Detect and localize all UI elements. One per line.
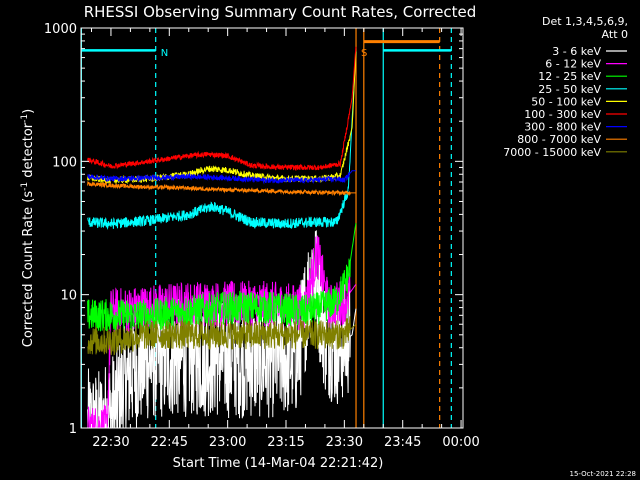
series-layer <box>87 46 357 428</box>
legend-entry-label: 800 - 7000 keV <box>517 133 601 146</box>
footer-timestamp: 15-Oct-2021 22:28 <box>570 470 636 478</box>
legend-entry-label: 50 - 100 keV <box>531 95 601 108</box>
x-tick-label: 22:45 <box>151 435 188 450</box>
legend-entry-label: 25 - 50 keV <box>538 83 601 96</box>
annotation-s: S <box>361 48 367 59</box>
plot-frame <box>80 27 464 429</box>
series-line-8 <box>87 316 357 356</box>
x-axis-label: Start Time (14-Mar-04 22:21:42) <box>173 456 384 471</box>
y-tick-label: 100 <box>52 155 77 170</box>
series-line-6 <box>87 170 356 185</box>
y-axis-label: Corrected Count Rate (s-1 detector-1) <box>20 109 36 347</box>
series-line-7 <box>87 180 356 197</box>
legend-entry-label: 100 - 300 keV <box>524 108 601 121</box>
y-axis: 1 10 100 1000 <box>44 22 463 437</box>
x-axis: 22:30 22:45 23:00 23:15 23:30 23:45 00:00 <box>91 28 480 450</box>
legend-entry-label: 3 - 6 keV <box>552 45 601 58</box>
y-axis-label-mid: detector <box>21 122 36 182</box>
x-tick-label: 23:00 <box>209 435 246 450</box>
x-tick-label: 23:15 <box>267 435 304 450</box>
legend-entry-label: 6 - 12 keV <box>545 58 601 71</box>
y-axis-label-sup1: -1 <box>20 182 30 191</box>
legend-entry-label: 12 - 25 keV <box>538 70 601 83</box>
y-axis-label-end: ) <box>21 109 36 114</box>
y-tick-label: 1 <box>69 422 77 437</box>
legend-entry-label: 300 - 800 keV <box>524 121 601 134</box>
y-tick-label: 10 <box>60 289 77 304</box>
y-tick-label: 1000 <box>44 22 77 37</box>
legend-header-line2: Att 0 <box>602 28 628 41</box>
x-tick-label: 22:30 <box>92 435 129 450</box>
series-line-3 <box>87 51 357 230</box>
series-line-5 <box>87 46 357 171</box>
x-tick-label: 23:30 <box>326 435 363 450</box>
chart-title: RHESSI Observing Summary Count Rates, Co… <box>84 3 477 21</box>
legend-entry-label: 7000 - 15000 keV <box>503 146 601 159</box>
annotation-n: N <box>161 48 168 59</box>
y-axis-label-main: Corrected Count Rate (s <box>21 191 36 348</box>
x-tick-label: 00:00 <box>442 435 479 450</box>
y-axis-label-sup2: -1 <box>20 114 30 123</box>
x-tick-label: 23:45 <box>384 435 421 450</box>
legend-header-line1: Det 1,3,4,5,6,9, <box>542 15 628 28</box>
series-line-2 <box>87 223 357 332</box>
